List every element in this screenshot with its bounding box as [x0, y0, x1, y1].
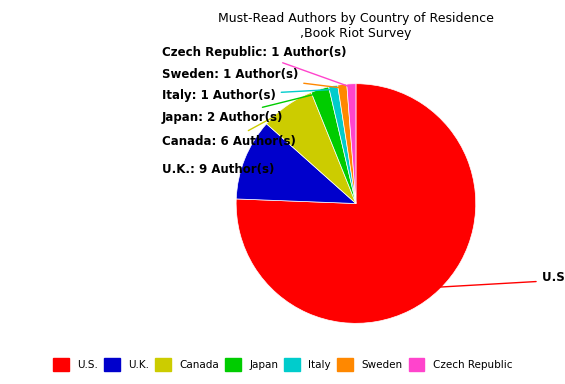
Wedge shape — [236, 124, 356, 204]
Wedge shape — [338, 84, 356, 204]
Legend: U.S., U.K., Canada, Japan, Italy, Sweden, Czech Republic: U.S., U.K., Canada, Japan, Italy, Sweden… — [49, 354, 516, 375]
Wedge shape — [311, 87, 356, 204]
Title: Must-Read Authors by Country of Residence
,Book Riot Survey: Must-Read Authors by Country of Residenc… — [218, 12, 494, 40]
Text: Sweden: 1 Author(s): Sweden: 1 Author(s) — [162, 68, 340, 88]
Wedge shape — [329, 85, 356, 204]
Wedge shape — [347, 84, 356, 204]
Wedge shape — [267, 93, 356, 204]
Text: U.K.: 9 Author(s): U.K.: 9 Author(s) — [162, 160, 274, 177]
Text: U.S.: 62 Author(s): U.S.: 62 Author(s) — [440, 271, 565, 287]
Text: Canada: 6 Author(s): Canada: 6 Author(s) — [162, 110, 295, 148]
Wedge shape — [236, 84, 476, 323]
Text: Italy: 1 Author(s): Italy: 1 Author(s) — [162, 89, 331, 102]
Text: Czech Republic: 1 Author(s): Czech Republic: 1 Author(s) — [162, 46, 349, 86]
Text: Japan: 2 Author(s): Japan: 2 Author(s) — [162, 93, 318, 124]
